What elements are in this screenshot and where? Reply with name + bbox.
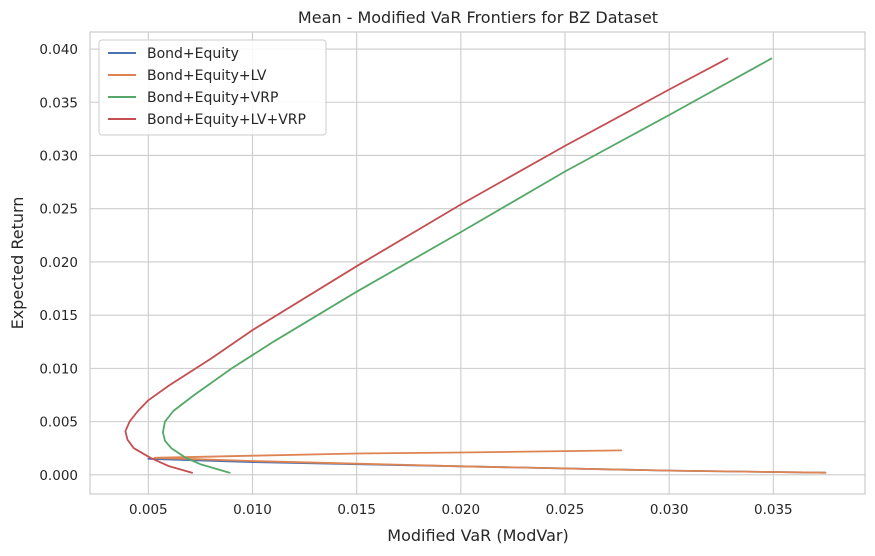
x-tick-label: 0.010 [233,502,272,518]
x-tick-label: 0.035 [754,502,793,518]
series-line-2 [153,449,827,474]
x-tick-label: 0.005 [129,502,168,518]
y-tick-label: 0.000 [39,468,78,484]
y-tick-label: 0.035 [39,95,78,111]
y-tick-label: 0.005 [39,415,78,431]
legend: Bond+Equity Bond+Equity+LV Bond+Equity+VRP… [98,39,327,136]
y-axis-label: Expected Return [8,197,27,330]
y-tick-label: 0.010 [39,361,78,377]
y-tick-label: 0.020 [39,255,78,271]
x-tick-label: 0.015 [337,502,376,518]
legend-box [98,39,327,136]
y-tick-label: 0.025 [39,202,78,218]
x-tick-label: 0.025 [546,502,585,518]
x-tick-label: 0.020 [442,502,481,518]
legend-entry: Bond+Equity+LV [147,68,267,84]
series-line-4 [124,57,729,474]
legend-entry: Bond+Equity+VRP [147,90,278,106]
x-tick-label: 0.030 [650,502,689,518]
grid [89,31,866,495]
series-line-3 [162,57,773,474]
plot-frame [89,31,866,495]
legend-entry: Bond+Equity [147,46,239,62]
y-axis-ticks: 0.000 0.005 0.010 0.015 0.020 0.025 0.030 0.035… [39,42,78,484]
legend-entry: Bond+Equity+LV+VRP [147,112,306,128]
series-layer [124,57,827,474]
y-tick-label: 0.015 [39,308,78,324]
x-axis-label: Modified VaR (ModVar) [387,526,568,545]
chart-title: Mean - Modified VaR Frontiers for BZ Dat… [298,8,658,27]
x-axis-ticks: 0.005 0.010 0.015 0.020 0.025 0.030 0.035 [129,502,793,518]
y-tick-label: 0.040 [39,42,78,58]
y-tick-label: 0.030 [39,148,78,164]
